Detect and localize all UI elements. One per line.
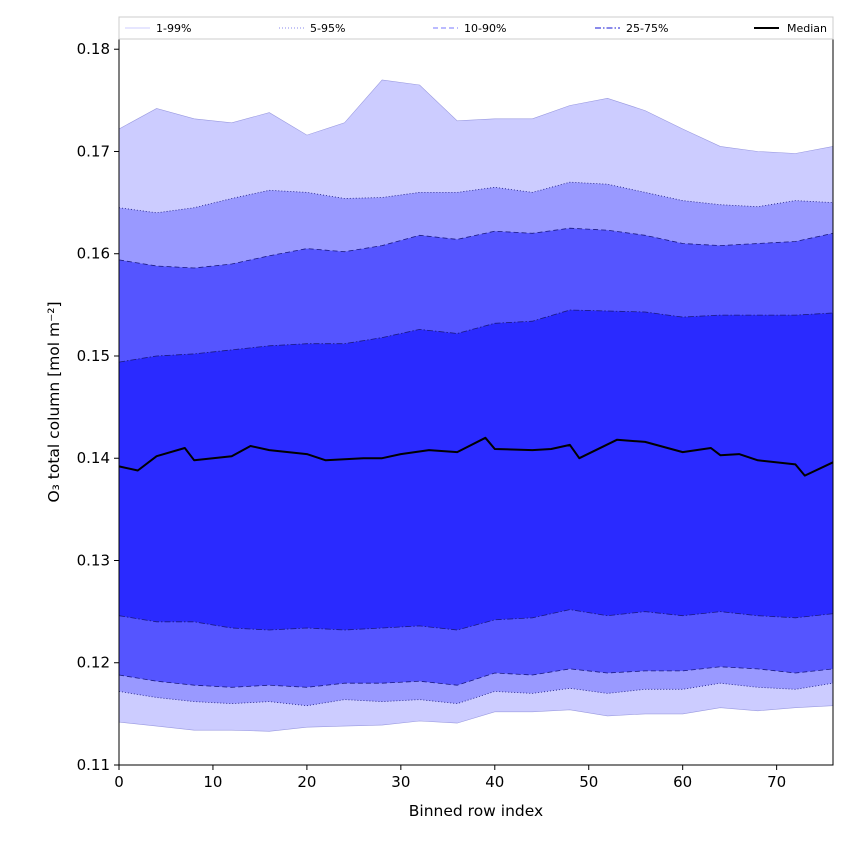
x-tick-label: 20 (297, 773, 316, 791)
band-5-95-upper-edge (118, 181, 834, 214)
legend-label-median: Median (787, 22, 827, 35)
x-tick-label: 0 (114, 773, 124, 791)
y-tick-label: 0.13 (77, 551, 110, 569)
y-tick-label: 0.12 (77, 654, 110, 672)
y-axis-label: O₃ total column [mol m⁻²] (45, 301, 63, 502)
y-tick-label: 0.18 (77, 40, 110, 58)
x-tick-label: 10 (203, 773, 222, 791)
legend: 1-99% 5-95% 10-90% 25-75% Median (118, 16, 834, 40)
legend-label-25-75: 25-75% (626, 22, 668, 35)
band-5-95-lower-edge (118, 682, 834, 707)
x-tick-label: 70 (767, 773, 786, 791)
legend-label-5-95: 5-95% (310, 22, 345, 35)
band-1-99-lower-edge (118, 705, 834, 732)
y-tick-label: 0.16 (77, 245, 110, 263)
legend-label-1-99: 1-99% (156, 22, 191, 35)
x-tick-label: 40 (485, 773, 504, 791)
x-axis-label: Binned row index (409, 802, 543, 820)
band-10-90-upper-edge (118, 227, 834, 269)
band-25-75 (119, 310, 833, 630)
y-tick-label: 0.17 (77, 142, 110, 160)
median-line (118, 436, 834, 477)
x-axis: 0 10 20 30 40 50 60 70 (114, 765, 786, 791)
band-1-99-upper-edge (118, 79, 834, 154)
bands-layer (118, 79, 834, 732)
x-tick-label: 60 (673, 773, 692, 791)
x-tick-label: 30 (391, 773, 410, 791)
median-layer (118, 436, 834, 477)
y-tick-label: 0.14 (77, 449, 110, 467)
y-tick-label: 0.11 (77, 756, 110, 774)
y-tick-label: 0.15 (77, 347, 110, 365)
x-tick-label: 50 (579, 773, 598, 791)
y-axis: 0.11 0.12 0.13 0.14 0.15 0.16 0.17 0.18 (77, 40, 119, 774)
legend-box (118, 16, 834, 40)
band-25-75-lower-edge (118, 609, 834, 631)
legend-label-10-90: 10-90% (464, 22, 506, 35)
band-25-75-upper-edge (118, 309, 834, 363)
